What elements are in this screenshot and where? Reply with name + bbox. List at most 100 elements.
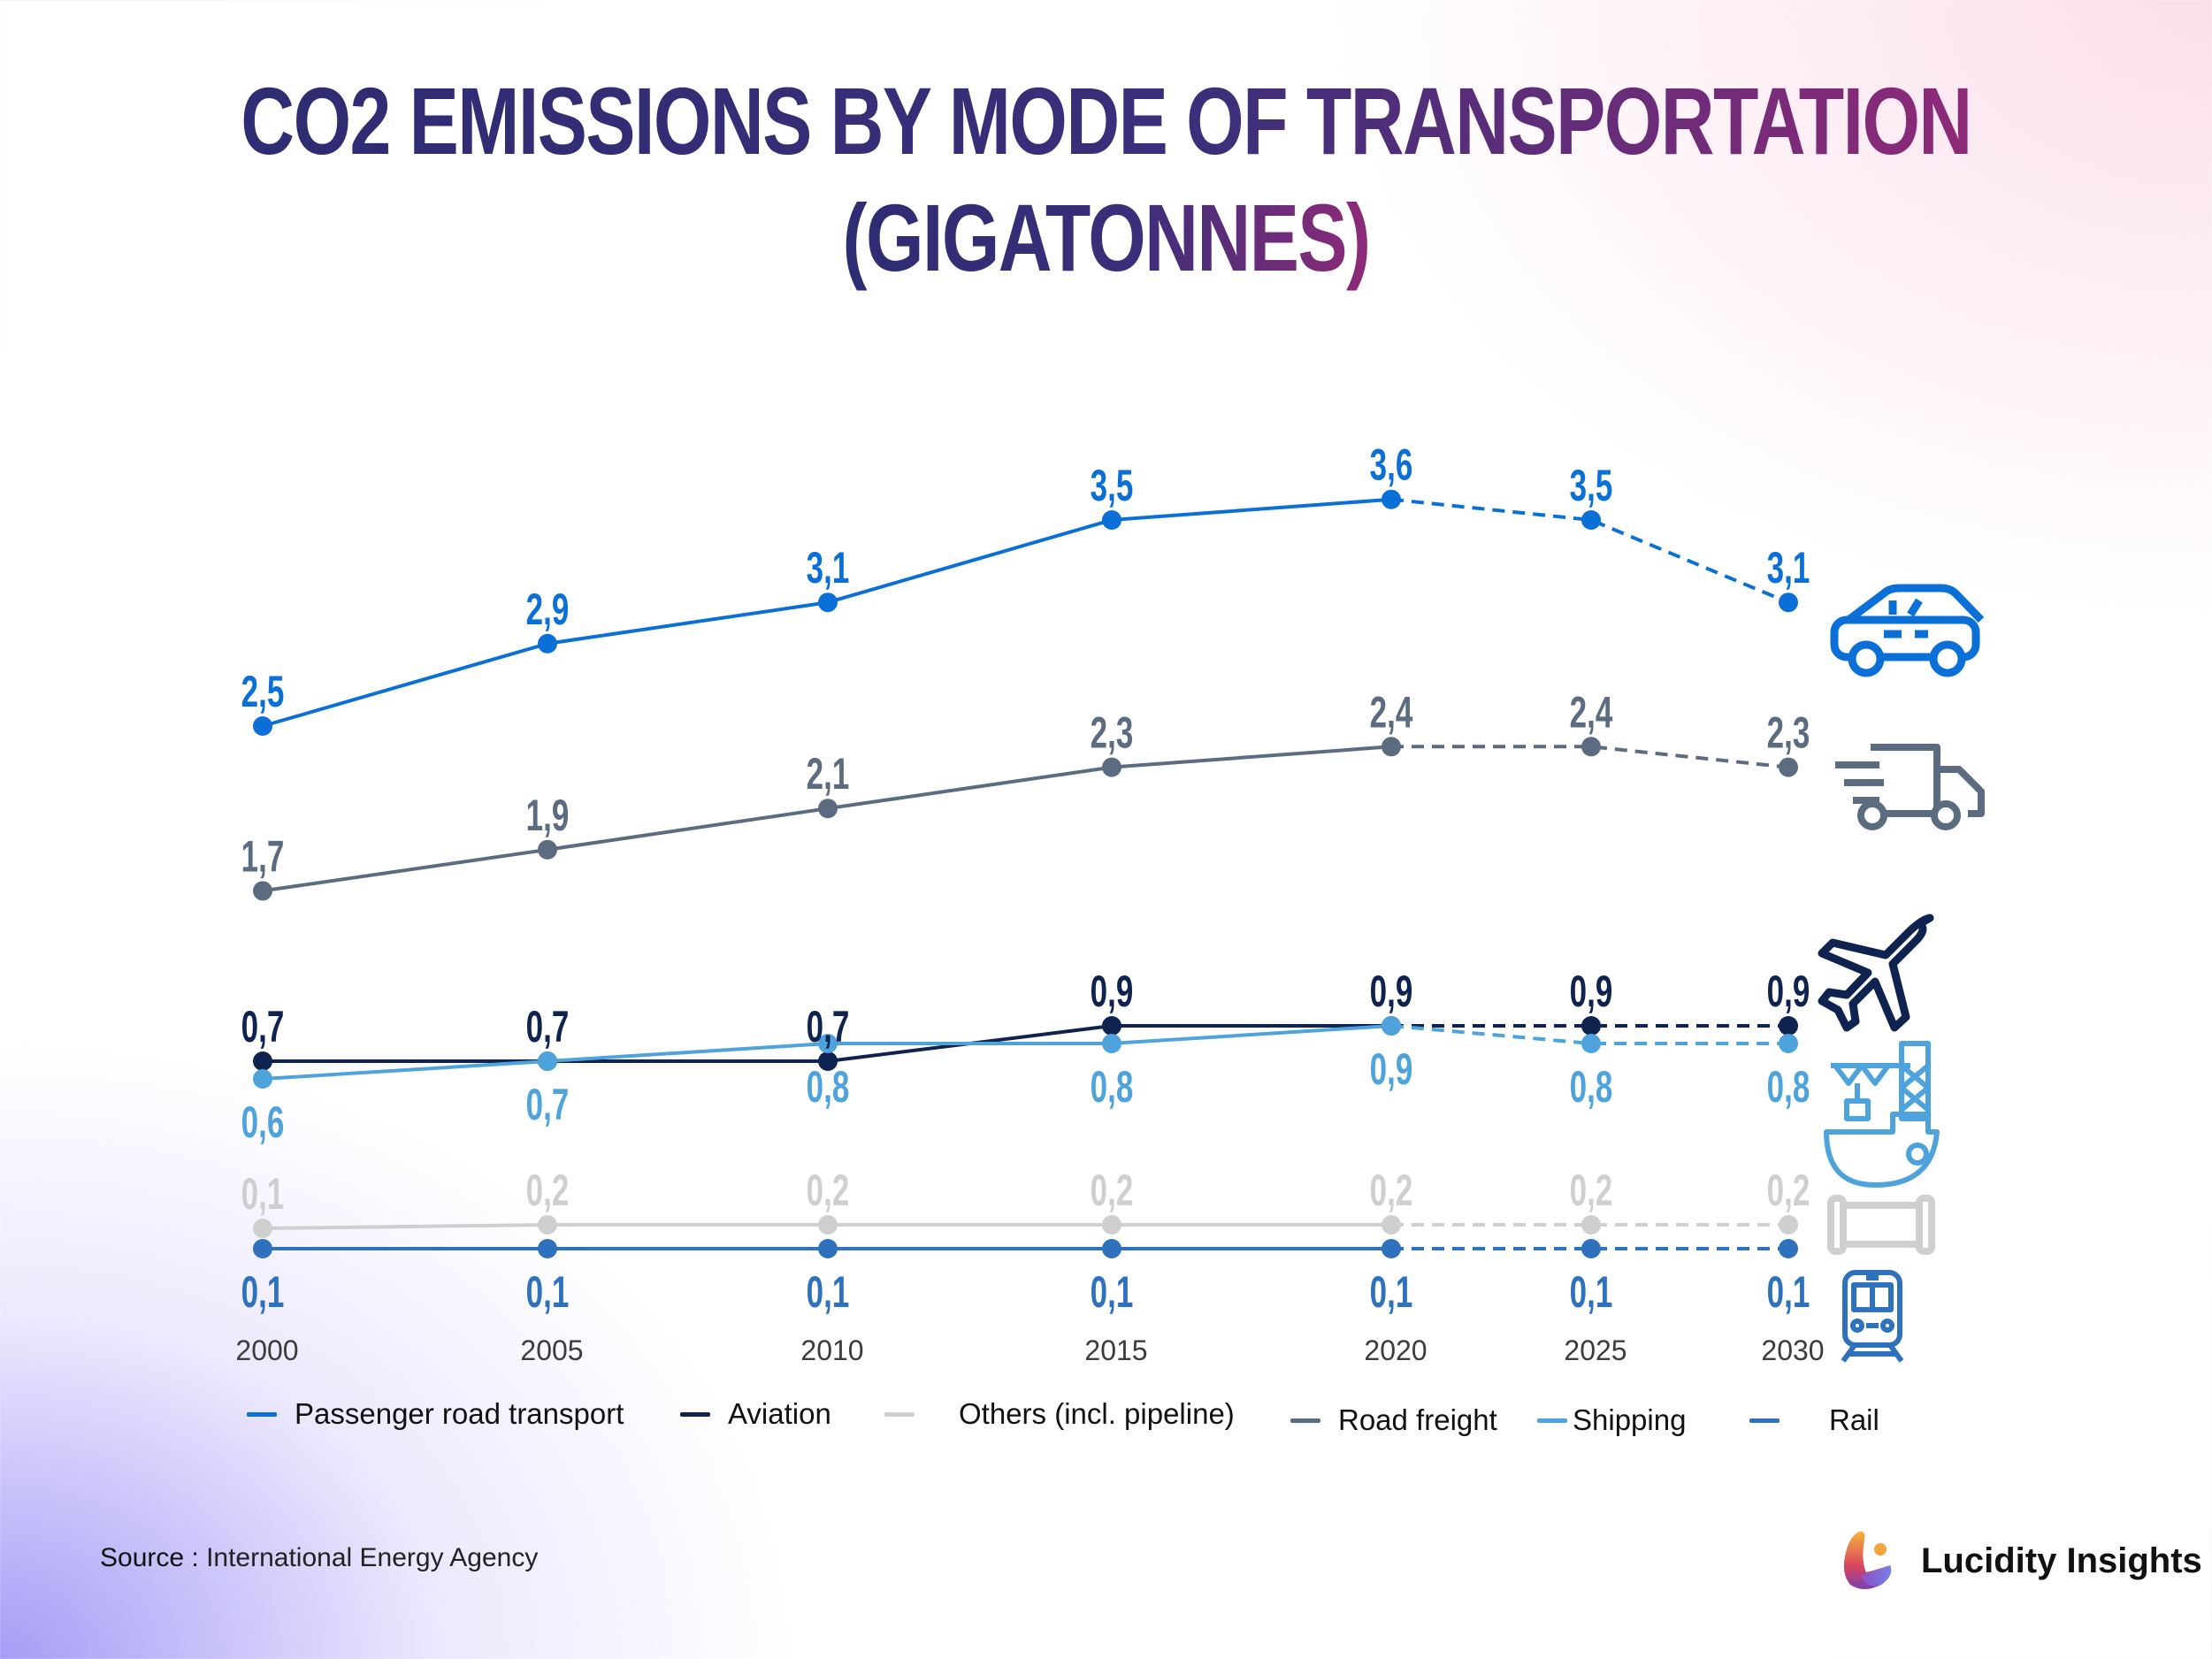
brand-name: Lucidity Insights <box>1921 1540 2202 1580</box>
ship-icon <box>1824 1041 1940 1188</box>
legend-swatch <box>680 1411 710 1417</box>
data-point-aviation-2025 <box>1581 1016 1601 1036</box>
data-point-aviation-2015 <box>1102 1016 1121 1036</box>
data-label-shipping-2005: 0,7 <box>526 1081 570 1130</box>
chart-title-line2-text: (GIGATONNES) <box>842 184 1371 291</box>
data-label-road-freight-2015: 2,3 <box>1091 709 1134 759</box>
data-point-road-freight-2025 <box>1581 737 1601 757</box>
data-point-road-freight-2020 <box>1382 737 1401 757</box>
data-label-rail-2010: 0,1 <box>807 1268 850 1318</box>
data-point-shipping-2000 <box>253 1069 272 1089</box>
data-point-aviation-2010 <box>818 1051 838 1071</box>
data-point-shipping-2015 <box>1102 1034 1121 1053</box>
legend-swatch <box>1749 1418 1780 1423</box>
data-label-passenger-road-transport-2015: 3,5 <box>1091 462 1134 511</box>
series-projection-passenger-road-transport <box>1390 497 1789 605</box>
legend-item-aviation: Aviation <box>680 1397 831 1431</box>
data-point-road-freight-2005 <box>538 839 557 860</box>
series-line-passenger-road-transport <box>262 497 1392 728</box>
data-label-rail-2030: 0,1 <box>1767 1268 1810 1318</box>
data-label-passenger-road-transport-2030: 3,1 <box>1767 544 1810 593</box>
data-label-rail-2000: 0,1 <box>241 1268 285 1318</box>
train-icon <box>1841 1270 1904 1363</box>
pipeline-icon <box>1827 1195 1935 1255</box>
car-icon <box>1830 584 1985 677</box>
source-value: International Energy Agency <box>206 1543 539 1572</box>
data-label-passenger-road-transport-2010: 3,1 <box>807 544 850 593</box>
legend-label: Rail <box>1829 1403 1879 1436</box>
data-point-others-incl-pipeline-2005 <box>538 1215 557 1235</box>
data-label-passenger-road-transport-2025: 3,5 <box>1570 462 1613 511</box>
x-tick-label-2025: 2025 <box>1564 1334 1626 1366</box>
data-point-aviation-2000 <box>253 1051 272 1071</box>
data-point-passenger-road-transport-2030 <box>1779 592 1798 613</box>
data-point-passenger-road-transport-2000 <box>253 716 272 736</box>
data-point-rail-2010 <box>818 1239 838 1258</box>
chart-title-line2: (GIGATONNES) <box>0 187 2212 287</box>
chart-title-line1-text: CO2 EMISSIONS BY MODE OF TRANSPORTATION <box>241 67 1972 174</box>
data-point-rail-2015 <box>1102 1239 1121 1258</box>
data-label-aviation-2020: 0,9 <box>1370 967 1413 1017</box>
data-label-rail-2005: 0,1 <box>526 1268 570 1318</box>
legend-label: Aviation <box>728 1397 831 1430</box>
data-label-road-freight-2020: 2,4 <box>1370 688 1413 738</box>
data-label-rail-2015: 0,1 <box>1091 1268 1134 1318</box>
x-tick-label-2030: 2030 <box>1761 1334 1824 1366</box>
x-tick-label-2015: 2015 <box>1084 1334 1147 1366</box>
chart-title-line1: CO2 EMISSIONS BY MODE OF TRANSPORTATION <box>0 71 2212 171</box>
data-point-road-freight-2030 <box>1779 757 1798 777</box>
data-label-aviation-2030: 0,9 <box>1767 967 1810 1017</box>
data-label-rail-2025: 0,1 <box>1570 1268 1613 1318</box>
data-point-others-incl-pipeline-2000 <box>253 1219 272 1238</box>
legend-item-shipping: Shipping <box>1537 1403 1686 1437</box>
data-point-rail-2020 <box>1382 1239 1401 1258</box>
legend-item-passenger-road-transport: Passenger road transport <box>247 1397 624 1431</box>
legend-label: Shipping <box>1573 1403 1687 1436</box>
data-point-shipping-2010 <box>818 1034 838 1053</box>
data-label-aviation-2015: 0,9 <box>1091 967 1134 1017</box>
series-projection-road-freight <box>1391 745 1789 769</box>
data-point-rail-2005 <box>538 1239 557 1258</box>
source-label: Source : <box>100 1543 199 1572</box>
data-point-road-freight-2010 <box>818 799 838 819</box>
data-label-aviation-2000: 0,7 <box>241 1003 285 1052</box>
legend-item-rail: Rail <box>1749 1403 1879 1437</box>
data-label-shipping-2015: 0,8 <box>1091 1063 1134 1112</box>
data-point-rail-2000 <box>253 1239 272 1258</box>
data-point-road-freight-2000 <box>253 881 272 901</box>
data-point-shipping-2030 <box>1779 1034 1798 1053</box>
airplane-icon <box>1818 914 1934 1032</box>
legend-label: Passenger road transport <box>295 1397 624 1430</box>
data-label-shipping-2030: 0,8 <box>1767 1063 1810 1112</box>
legend-label: Road freight <box>1338 1403 1497 1436</box>
data-point-others-incl-pipeline-2010 <box>818 1215 838 1235</box>
x-tick-label-2000: 2000 <box>235 1334 298 1366</box>
x-tick-label-2010: 2010 <box>800 1334 863 1366</box>
data-label-road-freight-2010: 2,1 <box>807 750 850 799</box>
lucidity-logo-icon <box>1843 1531 1892 1589</box>
data-point-others-incl-pipeline-2020 <box>1382 1215 1401 1235</box>
data-point-shipping-2005 <box>538 1051 557 1071</box>
legend-swatch <box>247 1411 277 1417</box>
data-label-road-freight-2025: 2,4 <box>1570 688 1613 738</box>
legend-item-others: Others (incl. pipeline) <box>884 1397 1235 1431</box>
legend-swatch <box>884 1411 915 1417</box>
data-point-shipping-2025 <box>1581 1034 1601 1053</box>
data-label-others-incl-pipeline-2015: 0,2 <box>1091 1166 1134 1216</box>
data-label-others-incl-pipeline-2010: 0,2 <box>807 1166 850 1216</box>
data-label-shipping-2000: 0,6 <box>241 1098 285 1148</box>
data-point-others-incl-pipeline-2025 <box>1581 1215 1601 1235</box>
data-label-shipping-2020: 0,9 <box>1370 1045 1413 1095</box>
brand-logo: Lucidity Insights <box>1841 1530 2202 1592</box>
legend-item-road-freight: Road freight <box>1290 1403 1497 1437</box>
data-label-aviation-2010: 0,7 <box>807 1003 850 1052</box>
data-label-shipping-2025: 0,8 <box>1570 1063 1613 1112</box>
data-point-rail-2030 <box>1779 1239 1798 1258</box>
data-label-road-freight-2030: 2,3 <box>1767 709 1810 759</box>
data-label-others-incl-pipeline-2005: 0,2 <box>526 1166 570 1216</box>
legend-label: Others (incl. pipeline) <box>959 1397 1235 1430</box>
data-point-others-incl-pipeline-2030 <box>1779 1215 1798 1235</box>
data-label-others-incl-pipeline-2025: 0,2 <box>1570 1166 1613 1216</box>
data-label-shipping-2010: 0,8 <box>807 1063 850 1112</box>
